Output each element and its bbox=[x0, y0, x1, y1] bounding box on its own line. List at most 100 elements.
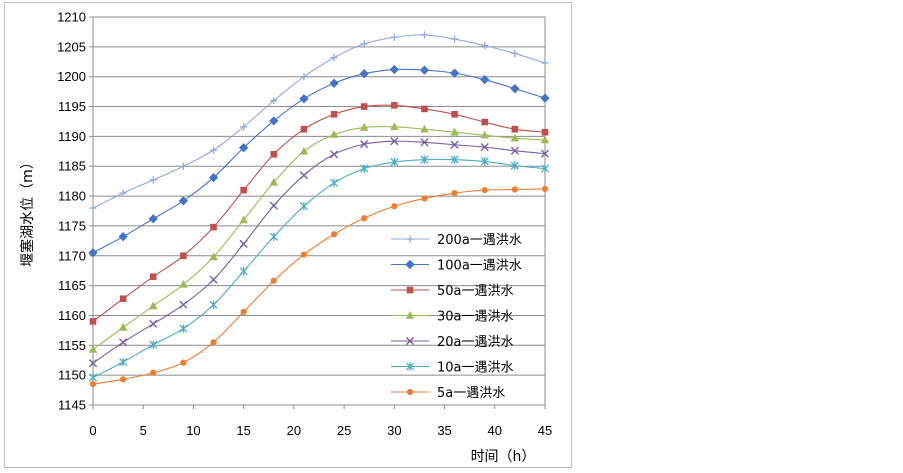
data-point bbox=[240, 186, 247, 194]
data-point bbox=[150, 369, 157, 376]
data-point bbox=[330, 110, 338, 118]
series-line bbox=[92, 68, 546, 254]
data-point bbox=[210, 339, 217, 346]
legend-item: 30a一遇洪水 bbox=[391, 310, 514, 325]
data-point bbox=[359, 122, 369, 131]
legend-label: 10a一遇洪水 bbox=[437, 361, 514, 376]
data-point bbox=[510, 146, 519, 155]
series-line bbox=[92, 34, 546, 209]
data-point bbox=[480, 157, 489, 166]
y-tick-label: 1210 bbox=[57, 10, 86, 25]
y-tick-label: 1155 bbox=[58, 338, 86, 353]
x-tick-label: 20 bbox=[287, 423, 301, 438]
data-point bbox=[420, 155, 429, 164]
data-point bbox=[329, 150, 339, 159]
legend-label: 30a一遇洪水 bbox=[437, 310, 514, 325]
data-point bbox=[299, 146, 309, 155]
data-point bbox=[209, 252, 218, 261]
data-point bbox=[330, 178, 339, 188]
series-4 bbox=[88, 122, 550, 353]
data-point bbox=[421, 105, 428, 113]
data-point bbox=[89, 204, 97, 212]
data-point bbox=[149, 340, 158, 349]
legend-marker bbox=[405, 311, 415, 319]
y-tick-label: 1195 bbox=[58, 99, 86, 114]
y-tick-label: 1190 bbox=[58, 129, 86, 144]
data-point bbox=[391, 203, 398, 210]
data-point bbox=[540, 135, 550, 144]
data-point bbox=[118, 232, 128, 242]
data-point bbox=[89, 381, 97, 388]
data-point bbox=[89, 318, 97, 325]
data-point bbox=[208, 172, 219, 183]
y-tick-label: 1145 bbox=[58, 398, 86, 413]
data-point bbox=[269, 116, 279, 126]
legend-item: 10a一遇洪水 bbox=[391, 361, 514, 376]
series-line bbox=[92, 158, 546, 379]
data-point bbox=[361, 215, 368, 222]
data-point bbox=[180, 359, 187, 366]
data-point bbox=[119, 189, 127, 197]
data-point bbox=[119, 357, 128, 367]
y-tick-label: 1200 bbox=[57, 69, 86, 84]
data-point bbox=[179, 324, 188, 333]
data-point bbox=[360, 140, 369, 149]
data-point bbox=[330, 231, 338, 238]
x-tick-label: 0 bbox=[89, 423, 96, 438]
legend-label: 5a一遇洪水 bbox=[437, 386, 505, 401]
data-point bbox=[299, 94, 309, 104]
data-point bbox=[119, 338, 128, 347]
data-point bbox=[451, 110, 458, 118]
data-point bbox=[300, 73, 308, 81]
legend-marker bbox=[405, 362, 415, 371]
data-point bbox=[450, 127, 459, 136]
data-point bbox=[270, 150, 278, 158]
y-tick-label: 1150 bbox=[58, 368, 86, 383]
legend-item: 50a一遇洪水 bbox=[391, 284, 514, 299]
data-point bbox=[209, 275, 218, 284]
data-point bbox=[511, 125, 519, 133]
data-point bbox=[239, 143, 249, 153]
data-point bbox=[480, 130, 490, 139]
y-axis-title: 堰塞湖水位（m） bbox=[19, 155, 36, 267]
data-point bbox=[180, 252, 187, 260]
data-point bbox=[390, 33, 398, 41]
legend-label: 20a一遇洪水 bbox=[437, 335, 514, 350]
data-point bbox=[88, 248, 98, 258]
data-point bbox=[510, 161, 519, 170]
data-point bbox=[420, 124, 429, 133]
x-tick-label: 45 bbox=[538, 423, 552, 438]
data-point bbox=[451, 189, 458, 197]
y-tick-label: 1170 bbox=[58, 248, 86, 263]
data-point bbox=[300, 251, 308, 258]
series-line bbox=[92, 104, 546, 322]
data-point bbox=[119, 295, 127, 303]
data-point bbox=[88, 373, 98, 382]
data-point bbox=[481, 187, 488, 194]
data-point bbox=[118, 322, 128, 331]
y-tick-label: 1205 bbox=[57, 39, 86, 54]
data-point bbox=[481, 42, 489, 50]
data-point bbox=[360, 164, 369, 173]
legend-marker bbox=[406, 388, 414, 396]
data-point bbox=[421, 195, 428, 202]
legend-item: 5a一遇洪水 bbox=[391, 386, 505, 401]
data-point bbox=[510, 84, 520, 94]
chart-frame: 1145 1150 1155 1160 1165 1170 1175 1180 1185 1190… bbox=[4, 2, 572, 468]
x-axis-ticks: 0 5 10 15 20 25 30 35 40 45 bbox=[89, 405, 552, 438]
data-point bbox=[359, 69, 369, 79]
series-line bbox=[92, 140, 546, 364]
data-point bbox=[148, 301, 158, 310]
data-point bbox=[329, 78, 339, 88]
y-tick-label: 1160 bbox=[58, 308, 86, 323]
legend-label: 100a一遇洪水 bbox=[437, 259, 522, 274]
legend-item: 200a一遇洪水 bbox=[391, 233, 522, 248]
data-point bbox=[300, 125, 308, 133]
x-axis-title: 时间（h） bbox=[471, 449, 536, 465]
data-point bbox=[149, 319, 158, 328]
data-point bbox=[179, 279, 188, 288]
data-point bbox=[510, 133, 520, 142]
legend-marker bbox=[405, 259, 415, 270]
data-point bbox=[178, 196, 189, 206]
x-tick-label: 35 bbox=[437, 423, 451, 438]
